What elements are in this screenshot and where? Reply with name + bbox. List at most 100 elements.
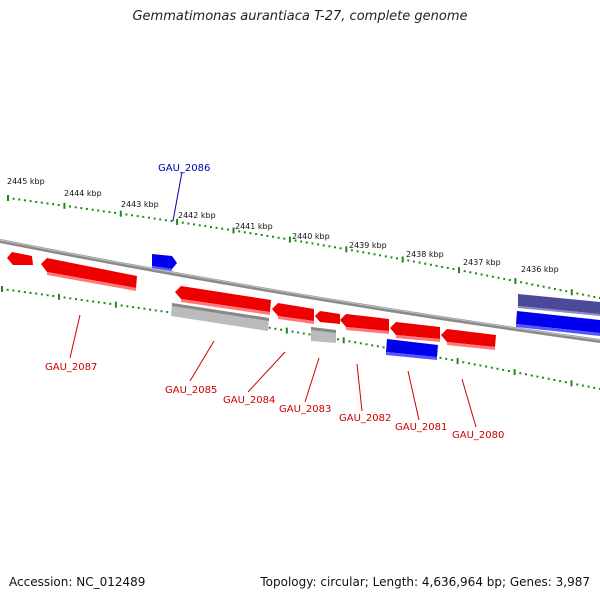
lower-scale-minor-tick [473, 363, 476, 366]
gene-feature-gau-2086-shade [152, 266, 172, 271]
gene-label-gau-2080[interactable]: GAU_2080 [452, 430, 504, 441]
upper-scale-minor-tick [210, 226, 212, 228]
lower-scale-minor-tick [137, 306, 140, 309]
upper-scale-major-tick [458, 267, 460, 274]
gene-label-gau-2087[interactable]: GAU_2087 [45, 362, 97, 373]
gene-feature-small-left[interactable] [7, 252, 33, 265]
upper-scale-minor-tick [187, 222, 190, 225]
upper-scale-minor-tick [170, 220, 173, 222]
lower-scale-minor-tick [126, 305, 129, 308]
lower-scale-minor-tick [52, 295, 55, 297]
scale-ticks-lower [1, 286, 600, 390]
upper-scale-minor-tick [491, 275, 494, 278]
upper-scale-minor-tick [277, 236, 280, 239]
gene-feature-blue-2436[interactable] [516, 311, 600, 333]
lower-scale-minor-tick [576, 383, 579, 386]
upper-scale-major-tick [63, 202, 66, 209]
lower-scale-minor-tick [496, 367, 499, 370]
lower-scale-minor-tick [120, 304, 123, 307]
gene-feature-gau-2087[interactable] [41, 258, 137, 288]
lower-scale-minor-tick [507, 370, 510, 372]
lower-scale-minor-tick [450, 359, 453, 361]
upper-scale-minor-tick [266, 234, 269, 237]
upper-scale-minor-tick [537, 284, 539, 287]
upper-scale-minor-tick [23, 199, 26, 202]
lower-scale-minor-tick [6, 288, 9, 291]
gene-label-gau-2085[interactable]: GAU_2085 [165, 385, 217, 396]
lower-scale-minor-tick [479, 364, 482, 367]
lower-scale-minor-tick [132, 306, 134, 309]
gene-label-gau-2082[interactable]: GAU_2082 [339, 413, 391, 424]
gene-feature-gau-2080-shade [447, 342, 495, 350]
upper-scale-minor-tick [322, 244, 325, 247]
lower-scale-minor-tick [359, 342, 362, 345]
lower-scale-major-tick [513, 369, 516, 376]
lower-scale-minor-tick [559, 380, 562, 383]
lower-scale-minor-tick [297, 331, 300, 334]
lower-scale-minor-tick [302, 332, 305, 335]
upper-scale-minor-tick [311, 242, 314, 245]
upper-scale-minor-tick [305, 241, 308, 244]
upper-scale-minor-tick [362, 251, 365, 254]
upper-scale-minor-tick [435, 264, 438, 267]
gene-label-gau-2083[interactable]: GAU_2083 [279, 404, 331, 415]
lower-scale-major-tick [114, 301, 117, 308]
gene-feature-gau-2082[interactable] [340, 314, 389, 331]
gene-feature-other-2436[interactable] [518, 294, 600, 314]
upper-scale-minor-tick [249, 232, 252, 235]
gene-feature-gau-2084[interactable] [272, 303, 314, 321]
lower-scale-minor-tick [519, 372, 522, 375]
gene-feature-gau-2085[interactable] [175, 286, 271, 312]
upper-scale-major-tick [232, 227, 235, 234]
gene-feature-gau-2081[interactable] [390, 322, 440, 339]
upper-scale-minor-tick [102, 210, 105, 213]
upper-scale-minor-tick [407, 259, 410, 262]
upper-scale-minor-tick [503, 277, 506, 280]
upper-scale-minor-tick [260, 234, 263, 236]
gene-feature-gau-2086[interactable] [152, 254, 177, 269]
upper-scale-minor-tick [418, 261, 421, 264]
upper-scale-minor-tick [475, 272, 477, 275]
upper-scale-minor-tick [508, 279, 511, 281]
lower-scale-major-tick [1, 286, 3, 292]
upper-scale-minor-tick [226, 228, 229, 231]
gene-feature-gau-2080[interactable] [441, 329, 496, 347]
upper-scale-minor-tick [424, 262, 427, 265]
upper-scale-minor-tick [548, 286, 551, 289]
upper-scale-minor-tick [131, 214, 133, 217]
gene-label-gau-2084[interactable]: GAU_2084 [223, 395, 275, 406]
gene-labels: GAU_2086 GAU_2087 GAU_2085 GAU_2084 GAU_… [45, 163, 504, 441]
upper-scale-minor-tick [469, 271, 472, 274]
leader-gau-2084 [247, 351, 286, 393]
upper-scale-major-tick [401, 256, 404, 263]
gene-feature-small-2083[interactable] [315, 311, 340, 324]
upper-scale-minor-tick [317, 243, 320, 246]
lower-scale-minor-tick [525, 373, 527, 376]
upper-scale-minor-tick [153, 217, 156, 220]
gene-label-gau-2081[interactable]: GAU_2081 [395, 422, 447, 433]
lower-scale-minor-tick [581, 384, 584, 387]
gene-feature-gau-2084-shade [278, 316, 314, 324]
lower-scale-minor-tick [46, 294, 49, 297]
scale-label-2444: 2444 kbp [64, 189, 102, 198]
upper-scale-minor-tick [125, 213, 128, 216]
upper-scale-minor-tick [255, 233, 258, 236]
accession-label: Accession: NC_012489 [9, 575, 146, 589]
gene-feature-pseudo-2085[interactable] [171, 303, 269, 331]
upper-scale-minor-tick [18, 198, 21, 201]
upper-scale-minor-tick [384, 255, 387, 258]
upper-scale-minor-tick [85, 207, 88, 210]
scale-label-2441: 2441 kbp [235, 222, 273, 231]
upper-scale-minor-tick [390, 256, 393, 259]
gene-label-gau-2086[interactable]: GAU_2086 [158, 163, 210, 174]
upper-scale-minor-tick [300, 240, 303, 243]
reverse-strand-features [7, 252, 600, 360]
upper-scale-minor-tick [576, 292, 579, 295]
lower-scale-major-tick [58, 293, 60, 300]
upper-scale-major-tick [176, 218, 179, 225]
upper-scale-minor-tick [272, 235, 274, 238]
upper-scale-minor-tick [215, 226, 218, 229]
lower-scale-minor-tick [530, 374, 533, 377]
gene-feature-blue-2081[interactable] [386, 339, 438, 357]
lower-scale-minor-tick [536, 375, 539, 378]
